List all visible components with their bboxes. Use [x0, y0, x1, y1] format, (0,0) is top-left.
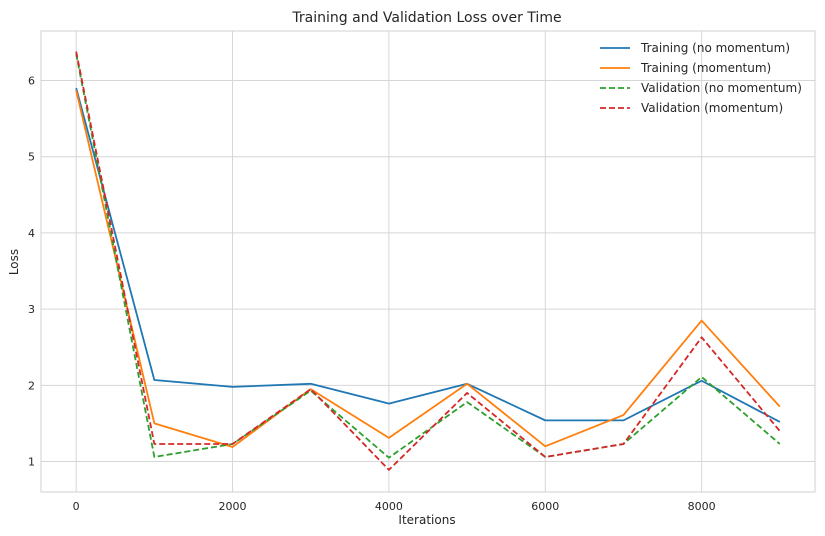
x-axis-label: Iterations [398, 513, 455, 527]
legend-label: Training (momentum) [640, 61, 771, 75]
x-tick-label: 8000 [688, 500, 716, 513]
y-tick-label: 4 [28, 227, 35, 240]
y-axis-label: Loss [7, 249, 21, 275]
y-tick-label: 2 [28, 379, 35, 392]
x-axis: 0 2000 4000 6000 8000 [73, 500, 716, 513]
chart-title: Training and Validation Loss over Time [291, 10, 561, 26]
legend-label: Training (no momentum) [640, 41, 790, 55]
series-line-4 [75, 51, 781, 471]
grid [41, 31, 815, 492]
y-tick-label: 3 [28, 303, 35, 316]
legend-label: Validation (no momentum) [641, 81, 802, 95]
legend-label: Validation (momentum) [641, 101, 783, 115]
legend: Training (no momentum) Training (momentum… [600, 41, 802, 115]
series-line-1 [75, 87, 781, 423]
y-axis: 1 2 3 4 5 6 [28, 75, 35, 469]
x-tick-label: 4000 [375, 500, 403, 513]
x-tick-label: 6000 [531, 500, 559, 513]
series-lines [75, 51, 781, 471]
plot-frame [40, 30, 816, 493]
series-line-3 [75, 53, 781, 459]
x-tick-label: 2000 [219, 500, 247, 513]
y-tick-label: 1 [28, 456, 35, 469]
series-line-2 [75, 90, 781, 448]
y-tick-label: 5 [28, 151, 35, 164]
x-tick-label: 0 [73, 500, 80, 513]
y-tick-label: 6 [28, 75, 35, 88]
